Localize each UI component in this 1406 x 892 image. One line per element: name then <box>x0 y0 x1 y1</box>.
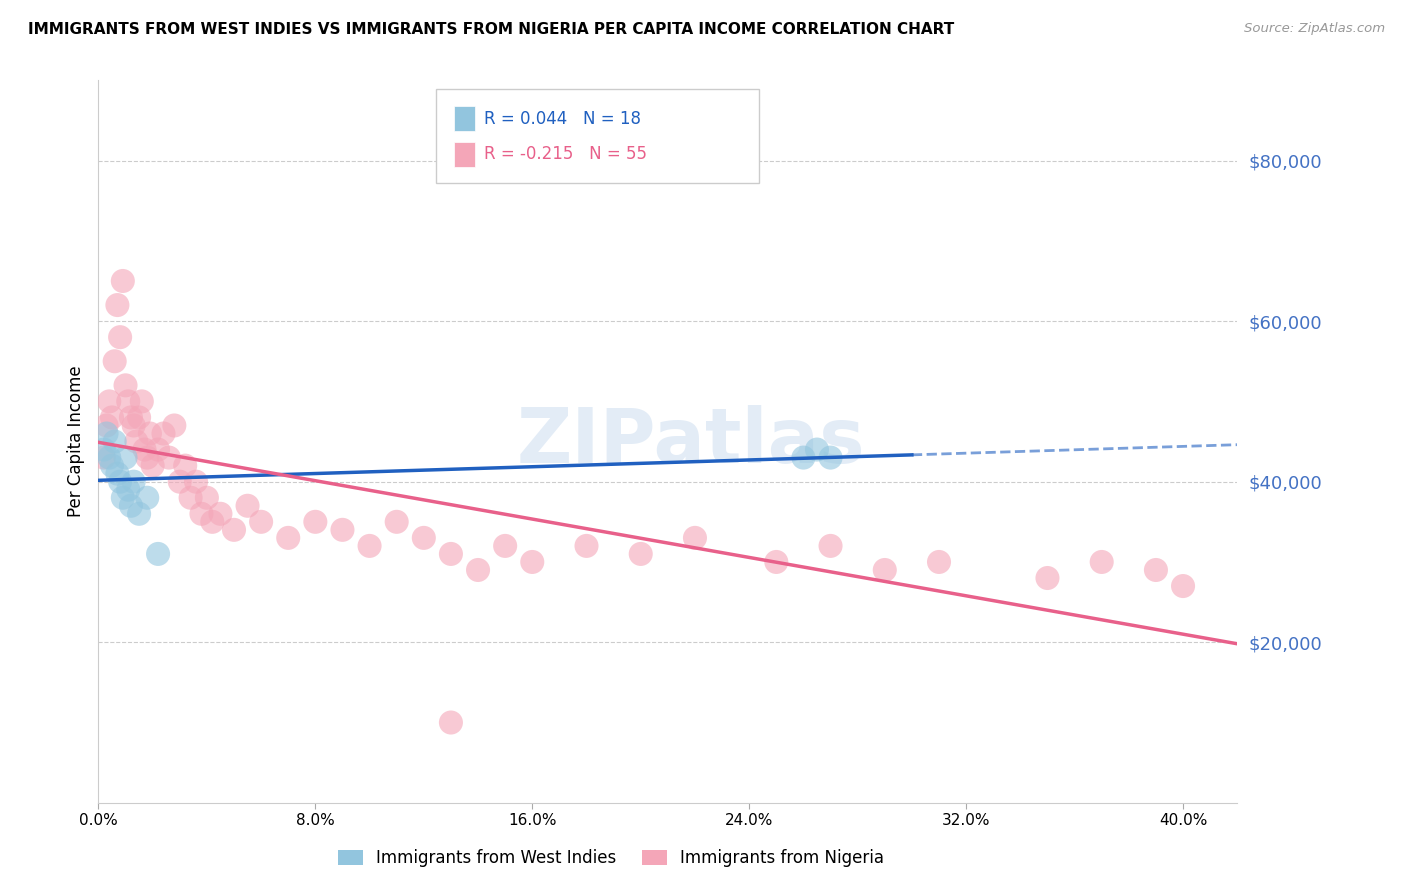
Point <box>494 539 516 553</box>
Point <box>359 539 381 553</box>
Point <box>440 715 463 730</box>
Point <box>820 539 842 553</box>
Point <box>101 410 124 425</box>
Point <box>169 475 191 489</box>
Point <box>131 394 153 409</box>
Text: R = 0.044   N = 18: R = 0.044 N = 18 <box>484 110 641 128</box>
Point <box>157 450 180 465</box>
Point <box>1171 579 1194 593</box>
Point <box>93 442 115 457</box>
Point <box>195 491 218 505</box>
Point <box>128 410 150 425</box>
Point <box>108 330 131 344</box>
Point <box>765 555 787 569</box>
Point <box>163 418 186 433</box>
Point <box>1144 563 1167 577</box>
Point <box>683 531 706 545</box>
Point <box>332 523 354 537</box>
Point <box>122 475 145 489</box>
Point <box>98 450 121 465</box>
Point <box>467 563 489 577</box>
Point <box>522 555 544 569</box>
Point <box>820 450 842 465</box>
Point <box>98 394 121 409</box>
Point <box>928 555 950 569</box>
Point <box>96 418 118 433</box>
Point <box>120 499 142 513</box>
Point <box>122 418 145 433</box>
Point <box>190 507 212 521</box>
Point <box>136 450 159 465</box>
Point <box>180 491 202 505</box>
Legend: Immigrants from West Indies, Immigrants from Nigeria: Immigrants from West Indies, Immigrants … <box>332 843 890 874</box>
Point <box>1091 555 1114 569</box>
Point <box>111 491 134 505</box>
Point <box>152 426 174 441</box>
Point <box>146 547 169 561</box>
Point <box>136 491 159 505</box>
Point <box>108 475 131 489</box>
Point <box>174 458 197 473</box>
Point <box>806 442 828 457</box>
Point <box>630 547 652 561</box>
Point <box>107 298 129 312</box>
Point <box>120 410 142 425</box>
Point <box>101 458 124 473</box>
Point <box>201 515 224 529</box>
Point <box>117 394 139 409</box>
Point <box>104 354 127 368</box>
Point <box>250 515 273 529</box>
Point <box>114 450 136 465</box>
Point <box>107 467 129 481</box>
Point <box>277 531 299 545</box>
Text: R = -0.215   N = 55: R = -0.215 N = 55 <box>484 145 647 163</box>
Point <box>412 531 434 545</box>
Point <box>792 450 814 465</box>
Point <box>1036 571 1059 585</box>
Point <box>93 450 115 465</box>
Point <box>873 563 896 577</box>
Y-axis label: Per Capita Income: Per Capita Income <box>66 366 84 517</box>
Point <box>222 523 245 537</box>
Point <box>385 515 408 529</box>
Point <box>440 547 463 561</box>
Point <box>111 274 134 288</box>
Point <box>128 507 150 521</box>
Point <box>125 434 148 449</box>
Point <box>304 515 326 529</box>
Text: IMMIGRANTS FROM WEST INDIES VS IMMIGRANTS FROM NIGERIA PER CAPITA INCOME CORRELA: IMMIGRANTS FROM WEST INDIES VS IMMIGRANT… <box>28 22 955 37</box>
Point <box>96 426 118 441</box>
Text: ZIPatlas: ZIPatlas <box>516 405 865 478</box>
Point <box>209 507 232 521</box>
Point <box>184 475 207 489</box>
Point <box>146 442 169 457</box>
Point <box>142 458 165 473</box>
Point <box>104 434 127 449</box>
Point <box>134 442 156 457</box>
Point <box>139 426 162 441</box>
Point <box>575 539 598 553</box>
Point <box>236 499 259 513</box>
Point <box>117 483 139 497</box>
Point <box>114 378 136 392</box>
Text: Source: ZipAtlas.com: Source: ZipAtlas.com <box>1244 22 1385 36</box>
